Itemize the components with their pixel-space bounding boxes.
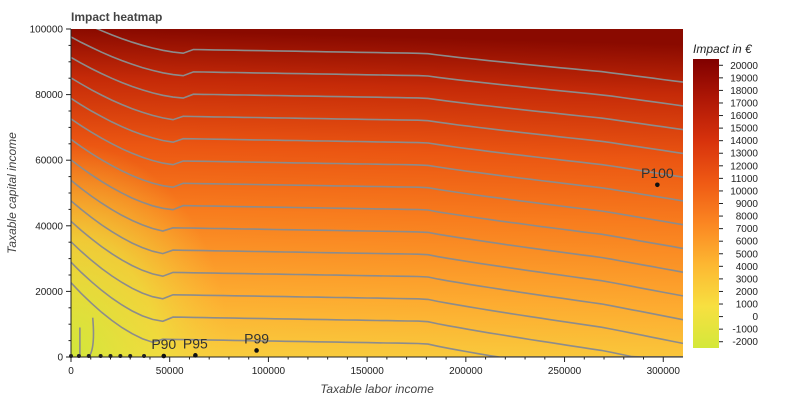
- colorbar-tick-label: 0: [752, 312, 758, 323]
- colorbar-tick-label: 12000: [730, 161, 758, 172]
- y-tick-label: 40000: [35, 221, 63, 232]
- contour-line: [71, 220, 683, 321]
- x-axis-label: Taxable labor income: [320, 382, 434, 396]
- colorbar-gradient: [693, 59, 719, 348]
- marker-label-p90: P90: [151, 336, 176, 352]
- y-tick-label: 0: [57, 353, 63, 364]
- x-tick-label: 200000: [449, 366, 483, 377]
- colorbar-title: Impact in €: [693, 42, 753, 56]
- data-point: [69, 354, 73, 358]
- colorbar-tick-label: 9000: [736, 199, 759, 210]
- data-point: [108, 354, 113, 358]
- colorbar-tick-label: 3000: [736, 274, 759, 285]
- colorbar-tick-label: 17000: [730, 98, 758, 109]
- marker-label-p99: P99: [244, 330, 269, 346]
- data-points: [69, 354, 147, 358]
- colorbar-tick-label: 11000: [731, 174, 759, 185]
- x-tick-label: 150000: [350, 366, 384, 377]
- x-tick-label: 50000: [156, 366, 184, 377]
- contour-line: [71, 77, 683, 155]
- colorbar-tick-label: 6000: [736, 237, 759, 248]
- y-tick-label: 100000: [30, 25, 64, 36]
- colorbar-tick-label: 2000: [736, 287, 759, 298]
- colorbar-tick-label: 20000: [730, 61, 758, 72]
- colorbar-tick-label: -2000: [732, 337, 758, 348]
- colorbar-tick-label: 4000: [736, 262, 759, 273]
- data-point: [142, 354, 147, 358]
- percentile-markers: P90 P95 P99 P100: [151, 165, 674, 359]
- y-axis-label: Taxable capital income: [5, 132, 19, 254]
- x-axis: 0 50000 100000 150000 200000 250000 300000: [68, 356, 683, 377]
- y-tick-label: 20000: [35, 287, 63, 298]
- data-point: [86, 354, 91, 358]
- data-point: [98, 354, 103, 358]
- x-tick-label: 0: [68, 366, 74, 377]
- contour-line: [71, 179, 683, 273]
- colorbar-tick-label: 1000: [736, 300, 759, 311]
- plot-area: [71, 29, 683, 357]
- colorbar-tick-label: -1000: [732, 325, 758, 336]
- colorbar-tick-label: 14000: [730, 136, 758, 147]
- data-point: [76, 354, 81, 358]
- chart-title: Impact heatmap: [71, 10, 162, 24]
- colorbar-tick-label: 7000: [736, 224, 759, 235]
- colorbar-tick-label: 15000: [730, 124, 758, 135]
- y-axis: 0 20000 40000 60000 80000 100000: [30, 25, 72, 364]
- marker-point-p100: [655, 182, 660, 188]
- marker-label-p95: P95: [183, 335, 208, 351]
- contour-line: [71, 282, 683, 357]
- colorbar-tick-label: 8000: [736, 212, 759, 223]
- contour-line: [71, 138, 683, 226]
- data-point: [128, 354, 133, 358]
- marker-label-p100: P100: [641, 165, 674, 181]
- contour-lines: [71, 29, 683, 357]
- marker-point-p99: [254, 348, 259, 353]
- colorbar-tick-label: 18000: [730, 86, 758, 97]
- colorbar-tick-label: 16000: [730, 111, 758, 122]
- contour-line: [71, 36, 683, 107]
- data-point: [118, 354, 123, 358]
- y-tick-label: 80000: [35, 90, 63, 101]
- contour-line: [71, 261, 683, 357]
- colorbar-tick-label: 19000: [730, 73, 758, 84]
- colorbar-tick-label: 10000: [730, 186, 758, 197]
- marker-point-p90: [161, 353, 167, 359]
- colorbar-tick-label: 5000: [736, 249, 759, 260]
- contour-line: [71, 200, 683, 297]
- x-tick-label: 300000: [647, 366, 681, 377]
- y-tick-label: 60000: [35, 156, 63, 167]
- contour-line: [71, 241, 683, 345]
- marker-point-p95: [193, 353, 198, 358]
- contour-line: [71, 159, 683, 250]
- contour-line: [71, 118, 683, 202]
- x-tick-label: 250000: [548, 366, 582, 377]
- colorbar-tick-label: 13000: [730, 149, 758, 160]
- contour-line: [71, 56, 683, 131]
- x-tick-label: 100000: [252, 366, 286, 377]
- contour-line: [95, 29, 683, 83]
- contour-line: [71, 97, 683, 178]
